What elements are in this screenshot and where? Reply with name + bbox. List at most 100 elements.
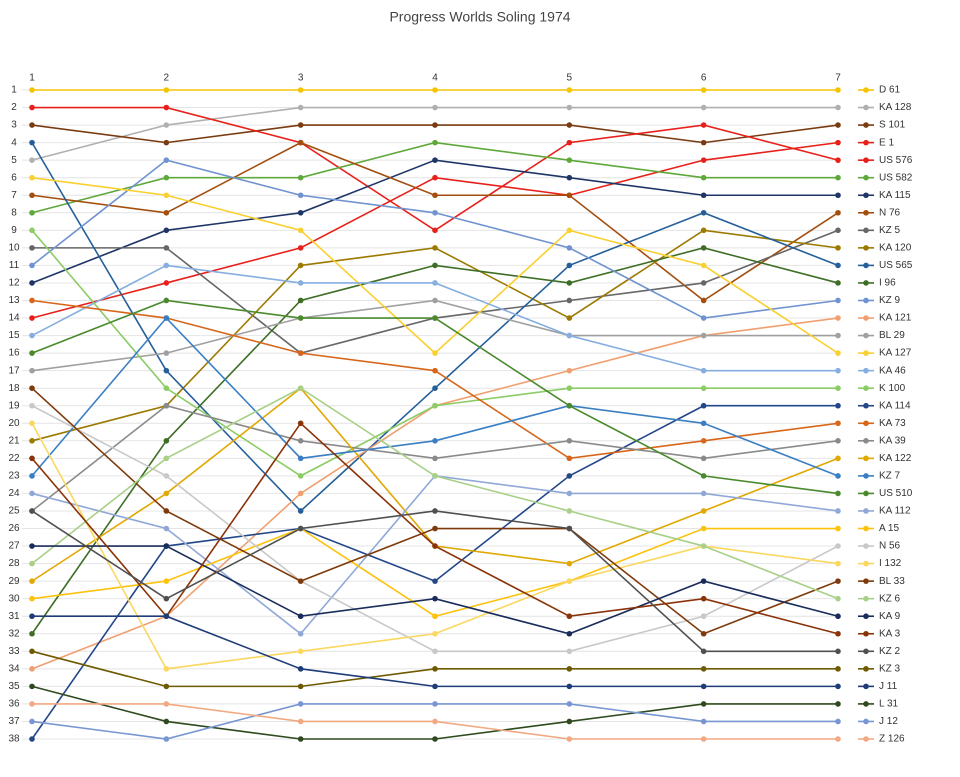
y-tick-label: 30 xyxy=(8,593,20,604)
data-point xyxy=(297,209,304,216)
data-point xyxy=(700,367,707,374)
data-point xyxy=(700,227,707,234)
data-point xyxy=(29,438,35,444)
data-point xyxy=(163,438,170,444)
data-point xyxy=(297,315,304,321)
data-point xyxy=(163,174,170,181)
legend-marker xyxy=(863,630,869,637)
legend-marker xyxy=(863,543,869,549)
legend-marker xyxy=(863,473,869,479)
data-point xyxy=(29,718,35,725)
data-point xyxy=(163,350,170,356)
data-point xyxy=(566,385,573,391)
data-point xyxy=(432,192,438,199)
legend-label: Z 126 xyxy=(879,734,905,745)
y-tick-label: 10 xyxy=(8,243,20,254)
data-point xyxy=(566,666,573,672)
legend-marker xyxy=(863,578,869,584)
data-point xyxy=(163,315,170,321)
data-point xyxy=(29,701,35,707)
legend-label: US 582 xyxy=(879,172,913,183)
data-point xyxy=(835,315,841,321)
series xyxy=(29,701,841,742)
series xyxy=(29,613,841,690)
legend-label: K 100 xyxy=(879,383,906,394)
data-point xyxy=(163,157,170,163)
legend-label: KZ 7 xyxy=(879,471,901,482)
data-point xyxy=(297,438,304,444)
data-point xyxy=(700,473,707,479)
data-point xyxy=(835,385,841,391)
legend-marker xyxy=(863,280,869,286)
legend-label: N 76 xyxy=(879,207,901,218)
series xyxy=(29,648,841,690)
data-point xyxy=(432,701,438,707)
legend-label: US 510 xyxy=(879,488,913,499)
data-point xyxy=(432,104,438,111)
legend-label: US 576 xyxy=(879,155,913,166)
data-point xyxy=(566,315,573,321)
data-point xyxy=(835,192,841,199)
data-point xyxy=(700,736,707,742)
data-point xyxy=(432,402,438,409)
data-point xyxy=(700,508,707,514)
data-point xyxy=(566,701,573,707)
data-point xyxy=(163,385,170,391)
data-point xyxy=(700,438,707,444)
data-point xyxy=(700,490,707,497)
data-point xyxy=(297,683,304,690)
data-point xyxy=(297,473,304,479)
data-point xyxy=(163,367,170,374)
legend-marker xyxy=(863,525,869,532)
data-point xyxy=(163,122,170,128)
data-point xyxy=(700,192,707,199)
data-point xyxy=(29,473,35,479)
y-tick-label: 4 xyxy=(11,137,17,148)
data-point xyxy=(163,508,170,514)
legend-marker xyxy=(863,508,869,514)
data-point xyxy=(297,245,304,251)
legend-marker xyxy=(863,560,869,567)
data-point xyxy=(566,139,573,146)
data-point xyxy=(700,455,707,462)
data-point xyxy=(29,262,35,269)
legend-label: KA 114 xyxy=(879,400,911,411)
data-point xyxy=(835,718,841,725)
legend-marker xyxy=(863,420,869,427)
data-point xyxy=(29,209,35,216)
data-point xyxy=(835,87,841,93)
data-point xyxy=(835,543,841,549)
legend-label: KA 112 xyxy=(879,506,911,517)
data-point xyxy=(29,280,35,286)
data-point xyxy=(566,718,573,725)
data-point xyxy=(566,630,573,637)
legend-marker xyxy=(863,332,869,339)
data-point xyxy=(29,508,35,514)
legend-marker xyxy=(863,455,869,462)
legend-label: KA 46 xyxy=(879,365,906,376)
series xyxy=(29,385,841,602)
legend-label: I 96 xyxy=(879,278,896,289)
data-point xyxy=(297,508,304,514)
legend-marker xyxy=(863,367,869,374)
data-point xyxy=(29,174,35,181)
series xyxy=(29,701,841,742)
data-point xyxy=(163,87,170,93)
series xyxy=(29,245,841,637)
series xyxy=(29,683,841,742)
data-point xyxy=(432,525,438,532)
series xyxy=(29,262,841,374)
data-point xyxy=(432,157,438,163)
data-point xyxy=(566,525,573,532)
series xyxy=(29,508,841,655)
legend-label: KZ 2 xyxy=(879,646,901,657)
data-point xyxy=(297,718,304,725)
data-point xyxy=(566,736,573,742)
data-point xyxy=(700,245,707,251)
data-point xyxy=(835,630,841,637)
data-point xyxy=(566,192,573,199)
data-point xyxy=(700,122,707,128)
data-point xyxy=(835,420,841,427)
data-point xyxy=(835,525,841,532)
y-tick-label: 18 xyxy=(8,383,20,394)
